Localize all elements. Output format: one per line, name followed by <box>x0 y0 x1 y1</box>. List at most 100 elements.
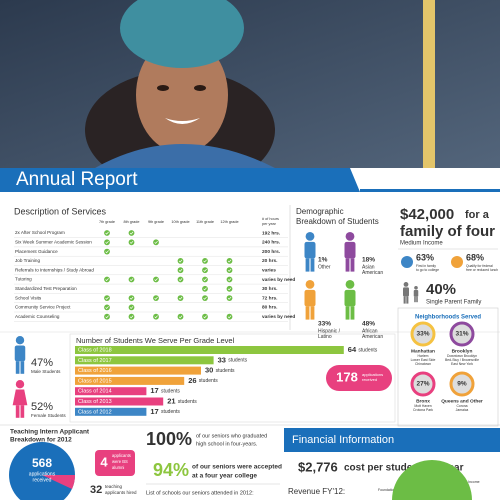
income-amount: $42,000 <box>400 206 454 223</box>
check <box>128 239 135 246</box>
pie <box>9 442 75 500</box>
alumni-box <box>95 450 135 476</box>
banner-line <box>360 189 500 192</box>
bar-value: 33 <box>218 355 226 364</box>
person-icon <box>304 241 316 259</box>
neighborhood-area: East New York <box>451 362 473 366</box>
check <box>226 258 233 264</box>
check-tick <box>227 259 232 263</box>
bar <box>75 397 164 406</box>
demographic-label: American <box>362 334 383 340</box>
check-tick <box>129 306 134 310</box>
check <box>104 230 110 236</box>
service-hours: 30 hrs. <box>262 286 277 292</box>
section-title: Breakdown of Students <box>296 217 379 226</box>
check <box>153 239 159 246</box>
check <box>128 304 135 311</box>
stat-label: free or reduced lunch <box>466 268 498 272</box>
neighborhood-ring <box>449 321 475 347</box>
check-tick <box>129 315 134 319</box>
hired-label: applicants hired <box>105 490 137 495</box>
section-title: Description of Services <box>14 206 107 216</box>
interns-title: Breakdown for 2012 <box>10 437 72 444</box>
neighborhood-ring <box>410 321 436 347</box>
person-icon <box>403 287 409 297</box>
check-tick <box>105 240 109 244</box>
bar-label: Class of 2012 <box>78 409 112 415</box>
check <box>202 276 208 283</box>
person-icon <box>305 232 315 241</box>
accepted-percent: 94% <box>153 460 189 480</box>
person-icon <box>414 296 416 303</box>
check-tick <box>227 296 232 300</box>
check <box>177 267 184 274</box>
income-suffix: for a <box>465 209 490 221</box>
check <box>202 295 208 301</box>
check <box>202 313 208 320</box>
alumni-label: were BS <box>112 459 128 464</box>
check <box>104 248 110 255</box>
demographic-percent: 18% <box>362 257 375 264</box>
neighborhood-area: Downtown Brooklyn <box>447 354 477 358</box>
neighborhood-percent: 27% <box>416 381 429 388</box>
applications-count: 178 <box>336 369 358 384</box>
check-tick <box>227 278 232 282</box>
check-tick <box>129 231 134 235</box>
check <box>202 285 208 292</box>
check <box>128 313 135 320</box>
service-hours: varies <box>262 267 276 273</box>
neighborhood-percent: 31% <box>455 331 468 338</box>
person-icon <box>12 389 28 406</box>
bar-unit: students <box>161 409 180 415</box>
column-header: # of hours <box>262 217 279 221</box>
bar-value: 21 <box>167 396 175 405</box>
service-hours: varies by need <box>262 277 295 283</box>
person-icon <box>310 306 315 320</box>
person-icon <box>406 296 409 304</box>
service-hours: 80 hrs. <box>262 305 277 311</box>
check-tick <box>105 278 109 282</box>
banner <box>0 168 360 192</box>
service-name: Job Training <box>15 258 40 263</box>
bar-unit: students <box>199 378 218 384</box>
received-label: received <box>33 477 52 483</box>
check <box>153 276 159 283</box>
check-tick <box>129 278 134 282</box>
alumni-label: alumni <box>112 465 124 470</box>
person-icon <box>345 306 350 320</box>
person-icon <box>310 258 315 272</box>
demographic-percent: 48% <box>362 321 375 328</box>
bar-unit: students <box>161 389 180 395</box>
alumni-count: 4 <box>100 454 108 469</box>
column-header: 7th grade <box>99 220 115 224</box>
bar-value: 26 <box>188 376 196 385</box>
check <box>202 258 208 264</box>
revenue-chart <box>392 460 472 500</box>
person-icon <box>344 289 356 307</box>
section-title: Demographic <box>296 207 344 216</box>
service-hours: 200 hrs. <box>262 249 280 255</box>
person-icon <box>416 296 418 303</box>
neighborhood-area: Lower East Side <box>411 358 436 362</box>
service-name: Placement Guidance <box>15 249 58 254</box>
person-icon <box>414 286 418 290</box>
check-tick <box>227 268 232 272</box>
hired-count: 32 <box>90 484 102 496</box>
service-hours: 20 hrs. <box>262 258 277 264</box>
bar-unit: students <box>216 368 235 374</box>
panel <box>397 307 499 427</box>
check-tick <box>105 231 109 235</box>
column-header: 12th grade <box>220 220 238 224</box>
person-icon <box>14 345 26 362</box>
stat-percent: 63% <box>416 252 434 262</box>
check-tick <box>203 268 207 272</box>
check-tick <box>105 250 109 254</box>
neighborhood-area: Mott Haven <box>414 404 431 408</box>
neighborhood-area: Corona <box>456 404 467 408</box>
person-icon <box>345 280 355 289</box>
service-name: Community Service Project <box>15 305 71 310</box>
check-tick <box>203 287 207 291</box>
demographic-percent: 1% <box>318 257 328 264</box>
neighborhood-ring <box>449 371 475 397</box>
